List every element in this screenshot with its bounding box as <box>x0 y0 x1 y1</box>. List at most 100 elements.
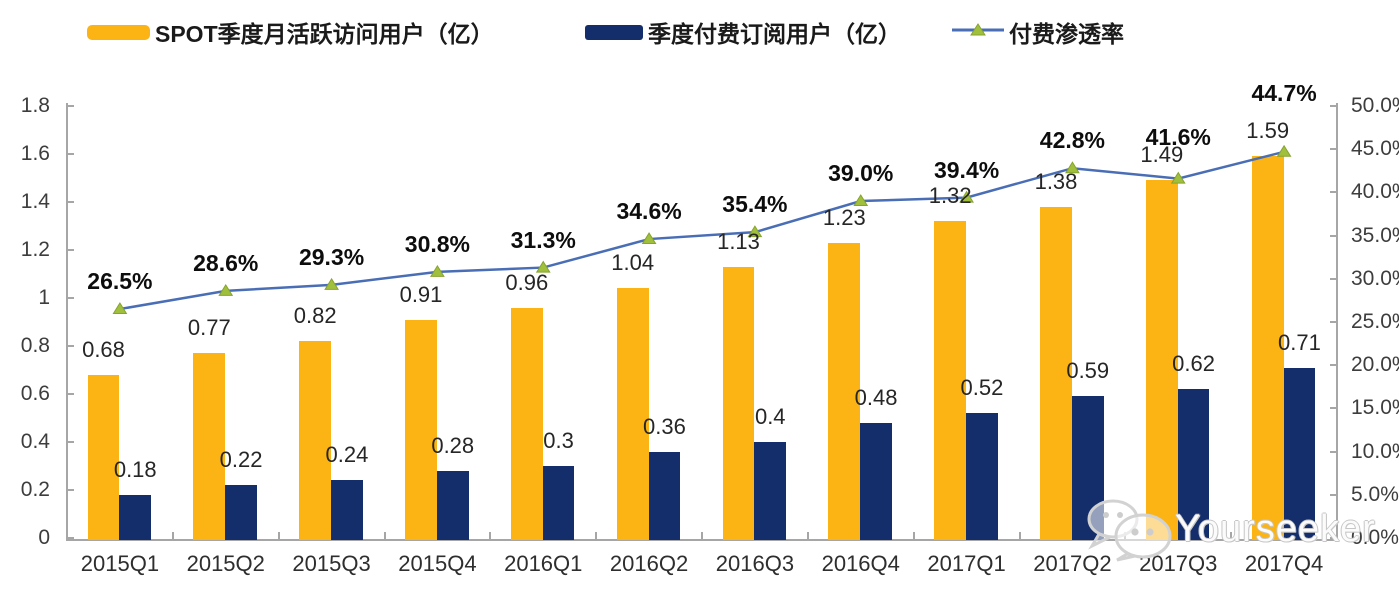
mau-bar-value-label: 1.13 <box>717 228 760 254</box>
x-axis-label: 2017Q1 <box>927 551 1006 576</box>
right-axis-tick <box>1330 537 1337 539</box>
left-axis-tick-label: 1 <box>38 286 50 309</box>
x-axis-label: 2016Q2 <box>609 551 689 576</box>
legend-label-subs: 季度付费订阅用户（亿） <box>648 21 901 47</box>
x-axis-label: 2015Q4 <box>398 551 477 576</box>
x-axis-tick <box>1124 532 1127 540</box>
mau-bar-value-label: 1.23 <box>822 204 866 230</box>
subs-bar-value-label: 0.28 <box>431 432 475 458</box>
y-axis-right <box>1336 103 1338 540</box>
right-axis-tick-label: 25.0% <box>1351 310 1399 333</box>
subs-bar <box>648 451 681 540</box>
legend-label-penetration: 付费渗透率 <box>1009 21 1124 47</box>
x-axis-tick <box>701 532 703 540</box>
x-axis-label: 2016Q1 <box>504 551 583 576</box>
y-axis-left <box>66 103 68 540</box>
subs-bar-value-label: 0.22 <box>219 447 263 473</box>
x-axis-label: 2015Q1 <box>80 551 160 576</box>
left-axis-tick-label: 0.4 <box>20 430 50 453</box>
right-axis-tick-label: 35.0% <box>1351 223 1399 247</box>
penetration-marker-icon <box>1276 144 1292 157</box>
right-axis-tick <box>1330 148 1337 151</box>
x-axis-tick <box>595 532 598 540</box>
subs-bar-value-label: 0.62 <box>1172 351 1215 377</box>
left-axis-tick-label: 1.4 <box>20 190 50 213</box>
right-axis-tick <box>1330 407 1337 410</box>
mau-bar <box>616 288 649 540</box>
penetration-marker-icon <box>324 277 339 290</box>
x-axis-label: 2016Q3 <box>715 551 795 576</box>
penetration-label: 29.3% <box>298 243 365 270</box>
left-axis-tick-label: 0.8 <box>20 334 50 357</box>
left-axis-tick <box>67 153 74 155</box>
penetration-label: 42.8% <box>1039 127 1106 154</box>
penetration-label: 44.7% <box>1251 79 1317 106</box>
penetration-label: 28.6% <box>193 249 259 276</box>
right-axis-tick <box>1330 450 1337 453</box>
right-axis-tick <box>1330 191 1337 194</box>
penetration-label: 39.0% <box>828 160 894 187</box>
left-axis-tick-label: 0 <box>38 526 50 549</box>
subs-bar-value-label: 0.48 <box>854 384 898 410</box>
subs-bar <box>860 422 892 540</box>
left-axis-tick <box>67 249 74 251</box>
legend-label-mau: SPOT季度月活跃访问用户（亿） <box>155 21 494 47</box>
x-axis-tick <box>66 532 68 540</box>
penetration-label: 31.3% <box>510 226 576 253</box>
subs-bar <box>1177 389 1210 540</box>
left-axis-tick <box>67 393 74 395</box>
subs-series-swatch <box>585 24 643 40</box>
right-axis-tick <box>1330 493 1337 496</box>
x-axis-label: 2017Q2 <box>1033 551 1112 576</box>
left-axis-tick-label: 0.2 <box>20 478 50 501</box>
penetration-label: 26.5% <box>87 268 153 295</box>
mau-bar-value-label: 1.59 <box>1246 118 1290 144</box>
subs-bar-value-label: 0.52 <box>960 375 1004 401</box>
subs-bar <box>436 470 469 540</box>
penetration-label: 35.4% <box>722 191 788 218</box>
right-axis-tick-label: 50.0% <box>1351 94 1399 117</box>
x-axis-tick <box>489 532 492 540</box>
mau-bar-value-label: 0.96 <box>505 269 549 295</box>
subs-bar-value-label: 0.4 <box>754 404 786 429</box>
mau-bar <box>299 341 332 540</box>
left-axis-tick <box>67 441 74 443</box>
penetration-marker-icon <box>641 232 657 245</box>
x-axis-label: 2016Q4 <box>821 551 900 576</box>
x-axis-label: 2017Q4 <box>1244 551 1324 576</box>
mau-bar-value-label: 1.04 <box>611 250 655 276</box>
penetration-label: 34.6% <box>616 198 682 225</box>
left-axis-tick <box>67 297 74 299</box>
x-axis-label: 2017Q3 <box>1139 551 1218 576</box>
mau-bar <box>193 353 226 540</box>
right-axis-tick-label: 10.0% <box>1351 439 1399 463</box>
right-axis-tick-label: 30.0% <box>1351 266 1399 290</box>
x-axis-tick <box>383 532 386 540</box>
penetration-line-marker-icon <box>952 22 1004 42</box>
subs-bar <box>225 485 257 540</box>
left-axis-tick <box>67 201 74 203</box>
mau-bar <box>510 307 543 540</box>
right-axis-tick-label: 5.0% <box>1351 482 1399 506</box>
penetration-marker-icon <box>430 264 445 277</box>
right-axis-tick-label: 20.0% <box>1351 353 1399 377</box>
mau-bar <box>405 319 437 540</box>
subs-bar-value-label: 0.24 <box>325 442 369 468</box>
x-axis-tick <box>912 532 915 540</box>
mau-bar-value-label: 0.68 <box>82 336 125 362</box>
right-axis-tick <box>1330 321 1337 323</box>
mau-bar-value-label: 0.91 <box>399 281 443 307</box>
penetration-marker-icon <box>218 283 234 296</box>
subs-bar <box>1283 367 1316 540</box>
x-axis-tick <box>171 532 174 540</box>
legend-item-mau: SPOT季度月活跃访问用户（亿） <box>87 16 494 48</box>
subs-bar <box>542 466 575 540</box>
subs-bar <box>966 413 998 540</box>
subs-bar <box>331 480 363 540</box>
left-axis-tick-label: 1.2 <box>20 238 50 261</box>
mau-bar-value-label: 0.82 <box>293 303 337 329</box>
x-axis-tick <box>1230 532 1233 540</box>
x-axis <box>66 539 1338 541</box>
